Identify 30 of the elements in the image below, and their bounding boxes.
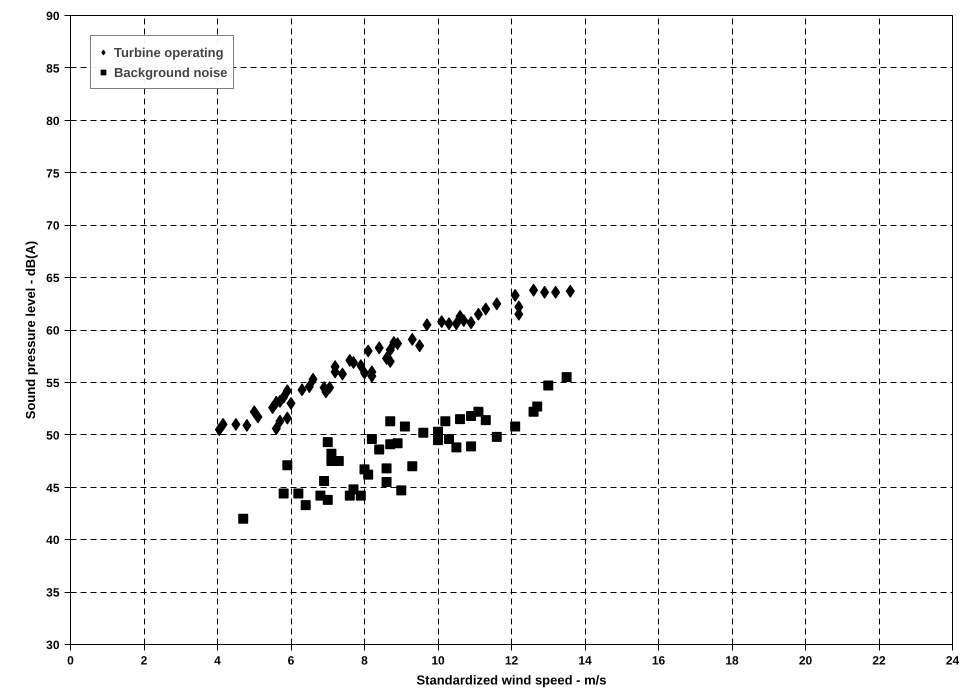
y-tick-label: 65 xyxy=(46,271,60,286)
y-tick-label: 90 xyxy=(46,9,60,23)
x-tick-label: 8 xyxy=(361,654,368,668)
x-tick-label: 20 xyxy=(798,654,812,668)
x-tick-label: 2 xyxy=(140,654,148,668)
x-tick-label: 10 xyxy=(431,654,445,668)
y-tick-label: 60 xyxy=(46,324,60,338)
x-tick-label: 16 xyxy=(652,654,666,668)
y-tick-label: 50 xyxy=(46,428,60,442)
y-tick-label: 75 xyxy=(46,166,60,180)
x-tick-label: 12 xyxy=(504,654,518,668)
x-tick-label: 22 xyxy=(872,654,886,668)
legend-label: Turbine operating xyxy=(114,44,224,60)
x-axis-title: Standardized wind speed - m/s xyxy=(416,672,606,688)
y-tick-label: 80 xyxy=(46,114,60,128)
y-tick-label: 85 xyxy=(46,61,60,76)
x-tick-label: 18 xyxy=(725,654,739,668)
legend-label: Background noise xyxy=(114,64,228,80)
y-tick-label: 30 xyxy=(46,638,60,652)
y-tick-label: 40 xyxy=(46,533,60,548)
x-tick-label: 24 xyxy=(946,654,960,668)
y-tick-label: 70 xyxy=(46,218,60,233)
y-tick-label: 55 xyxy=(46,376,60,390)
x-tick-label: 4 xyxy=(214,654,222,668)
x-tick-label: 0 xyxy=(67,654,74,668)
y-axis-title: Sound pressure level - dB(A) xyxy=(23,240,38,420)
x-tick-label: 14 xyxy=(578,654,592,668)
y-tick-label: 45 xyxy=(46,480,60,495)
y-tick-label: 35 xyxy=(46,586,60,600)
x-tick-label: 6 xyxy=(288,654,295,668)
